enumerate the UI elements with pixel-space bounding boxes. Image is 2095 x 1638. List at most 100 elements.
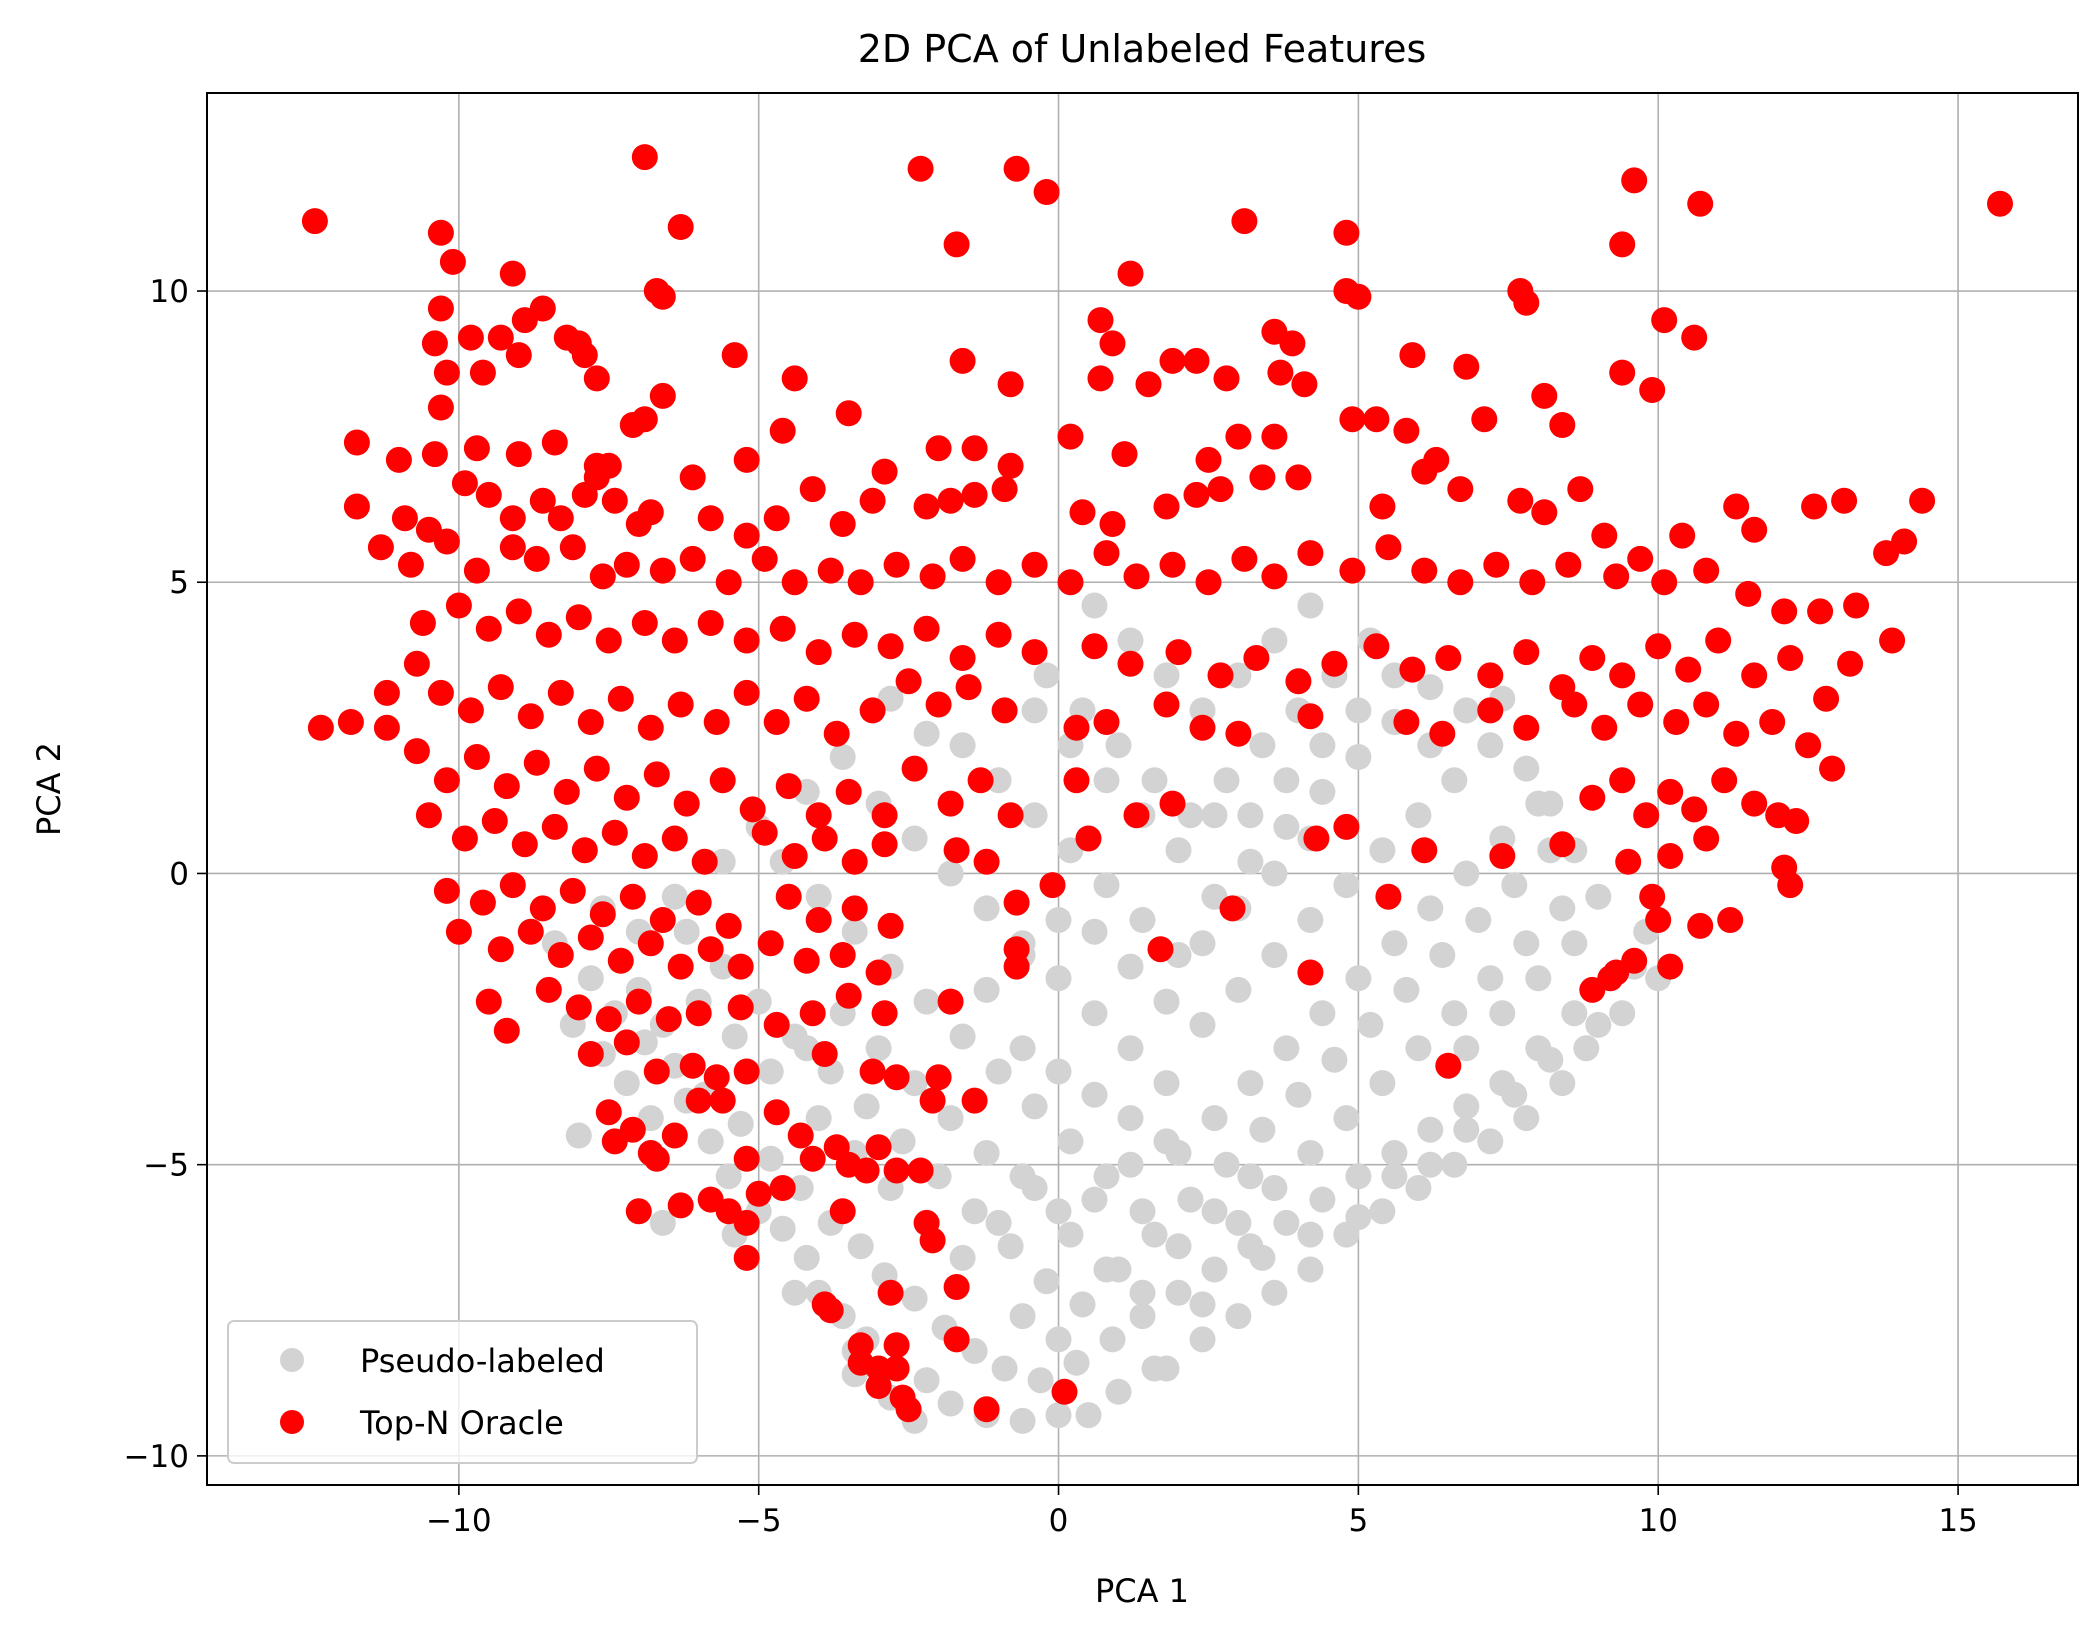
data-point [991,1355,1018,1382]
data-point [457,324,484,351]
data-point [631,144,658,171]
data-point [577,965,604,992]
x-tick-label: 15 [1938,1503,1977,1539]
data-point [769,417,796,444]
data-point [1063,1349,1090,1376]
data-point [871,458,898,485]
data-point [1549,412,1576,438]
data-point [1591,714,1618,741]
data-point [1297,959,1324,986]
data-point [1081,592,1108,619]
data-point [1987,190,2013,217]
data-point [925,435,952,462]
data-point [1117,1035,1144,1062]
data-point [811,825,838,852]
data-point [601,487,628,514]
data-point [493,773,520,800]
data-point [937,1390,964,1417]
data-point [1621,167,1648,194]
data-point [433,877,460,904]
data-point [307,714,334,741]
data-point [1165,837,1192,864]
data-point [961,1087,988,1114]
data-point [1693,825,1720,852]
data-point [1345,1204,1372,1231]
data-point [937,988,964,1015]
data-point [1537,790,1564,817]
data-point [1831,487,1858,514]
data-point [901,825,928,852]
data-point [1249,732,1276,759]
data-point [1261,1175,1288,1201]
data-point [673,790,700,817]
data-point [463,435,490,462]
data-point [469,889,496,916]
data-point [865,1134,892,1161]
data-point [1783,808,1810,834]
data-point [571,837,598,864]
data-point [1819,755,1846,782]
data-point [943,1274,970,1300]
data-point [589,563,616,590]
data-point [1153,662,1180,689]
data-point [343,493,370,520]
data-point [487,674,514,701]
data-point [1153,1128,1180,1155]
data-point [697,936,724,963]
data-point [577,1041,604,1067]
plot-frame [206,92,2079,1486]
data-point [421,441,448,468]
data-point [397,551,424,578]
data-point [373,714,400,741]
data-point [703,709,730,735]
data-point [613,1029,640,1056]
data-point [1639,883,1666,910]
data-point [1309,778,1336,805]
data-point [1069,499,1096,526]
data-point [1189,930,1216,957]
data-point [1195,569,1222,596]
data-point [1597,965,1624,992]
data-point [607,685,634,712]
data-point [493,1017,520,1044]
data-point [847,1233,874,1260]
data-point [1333,813,1360,840]
data-point [505,441,532,468]
data-point [547,505,574,532]
data-point [1609,359,1636,386]
data-point [721,1023,748,1050]
data-point [709,848,736,875]
data-point [949,645,976,671]
data-point [1081,1081,1108,1108]
data-point [1165,639,1192,666]
data-point [1381,1140,1408,1166]
data-point [1453,1093,1480,1120]
data-point [625,988,652,1015]
x-tick-label: 5 [1349,1503,1369,1539]
data-point [1225,1209,1252,1236]
data-point [829,744,856,770]
data-point [679,545,706,572]
data-point [1513,639,1540,666]
data-point [715,569,742,596]
data-point [721,342,748,369]
data-point [1003,953,1030,980]
data-point [1513,930,1540,957]
data-point [1297,1221,1324,1248]
data-point [955,674,982,701]
data-point [517,918,544,945]
data-point [1321,650,1348,677]
data-point [481,808,508,834]
data-point [973,1396,1000,1423]
data-point [1345,965,1372,992]
data-point [1369,493,1396,520]
data-point [661,883,688,910]
data-point [1681,324,1708,351]
y-tick-label: −5 [143,1148,189,1184]
data-point [637,499,664,526]
data-point [601,1128,628,1155]
data-point [1669,522,1696,549]
data-point [949,1023,976,1050]
data-point [595,1099,622,1126]
